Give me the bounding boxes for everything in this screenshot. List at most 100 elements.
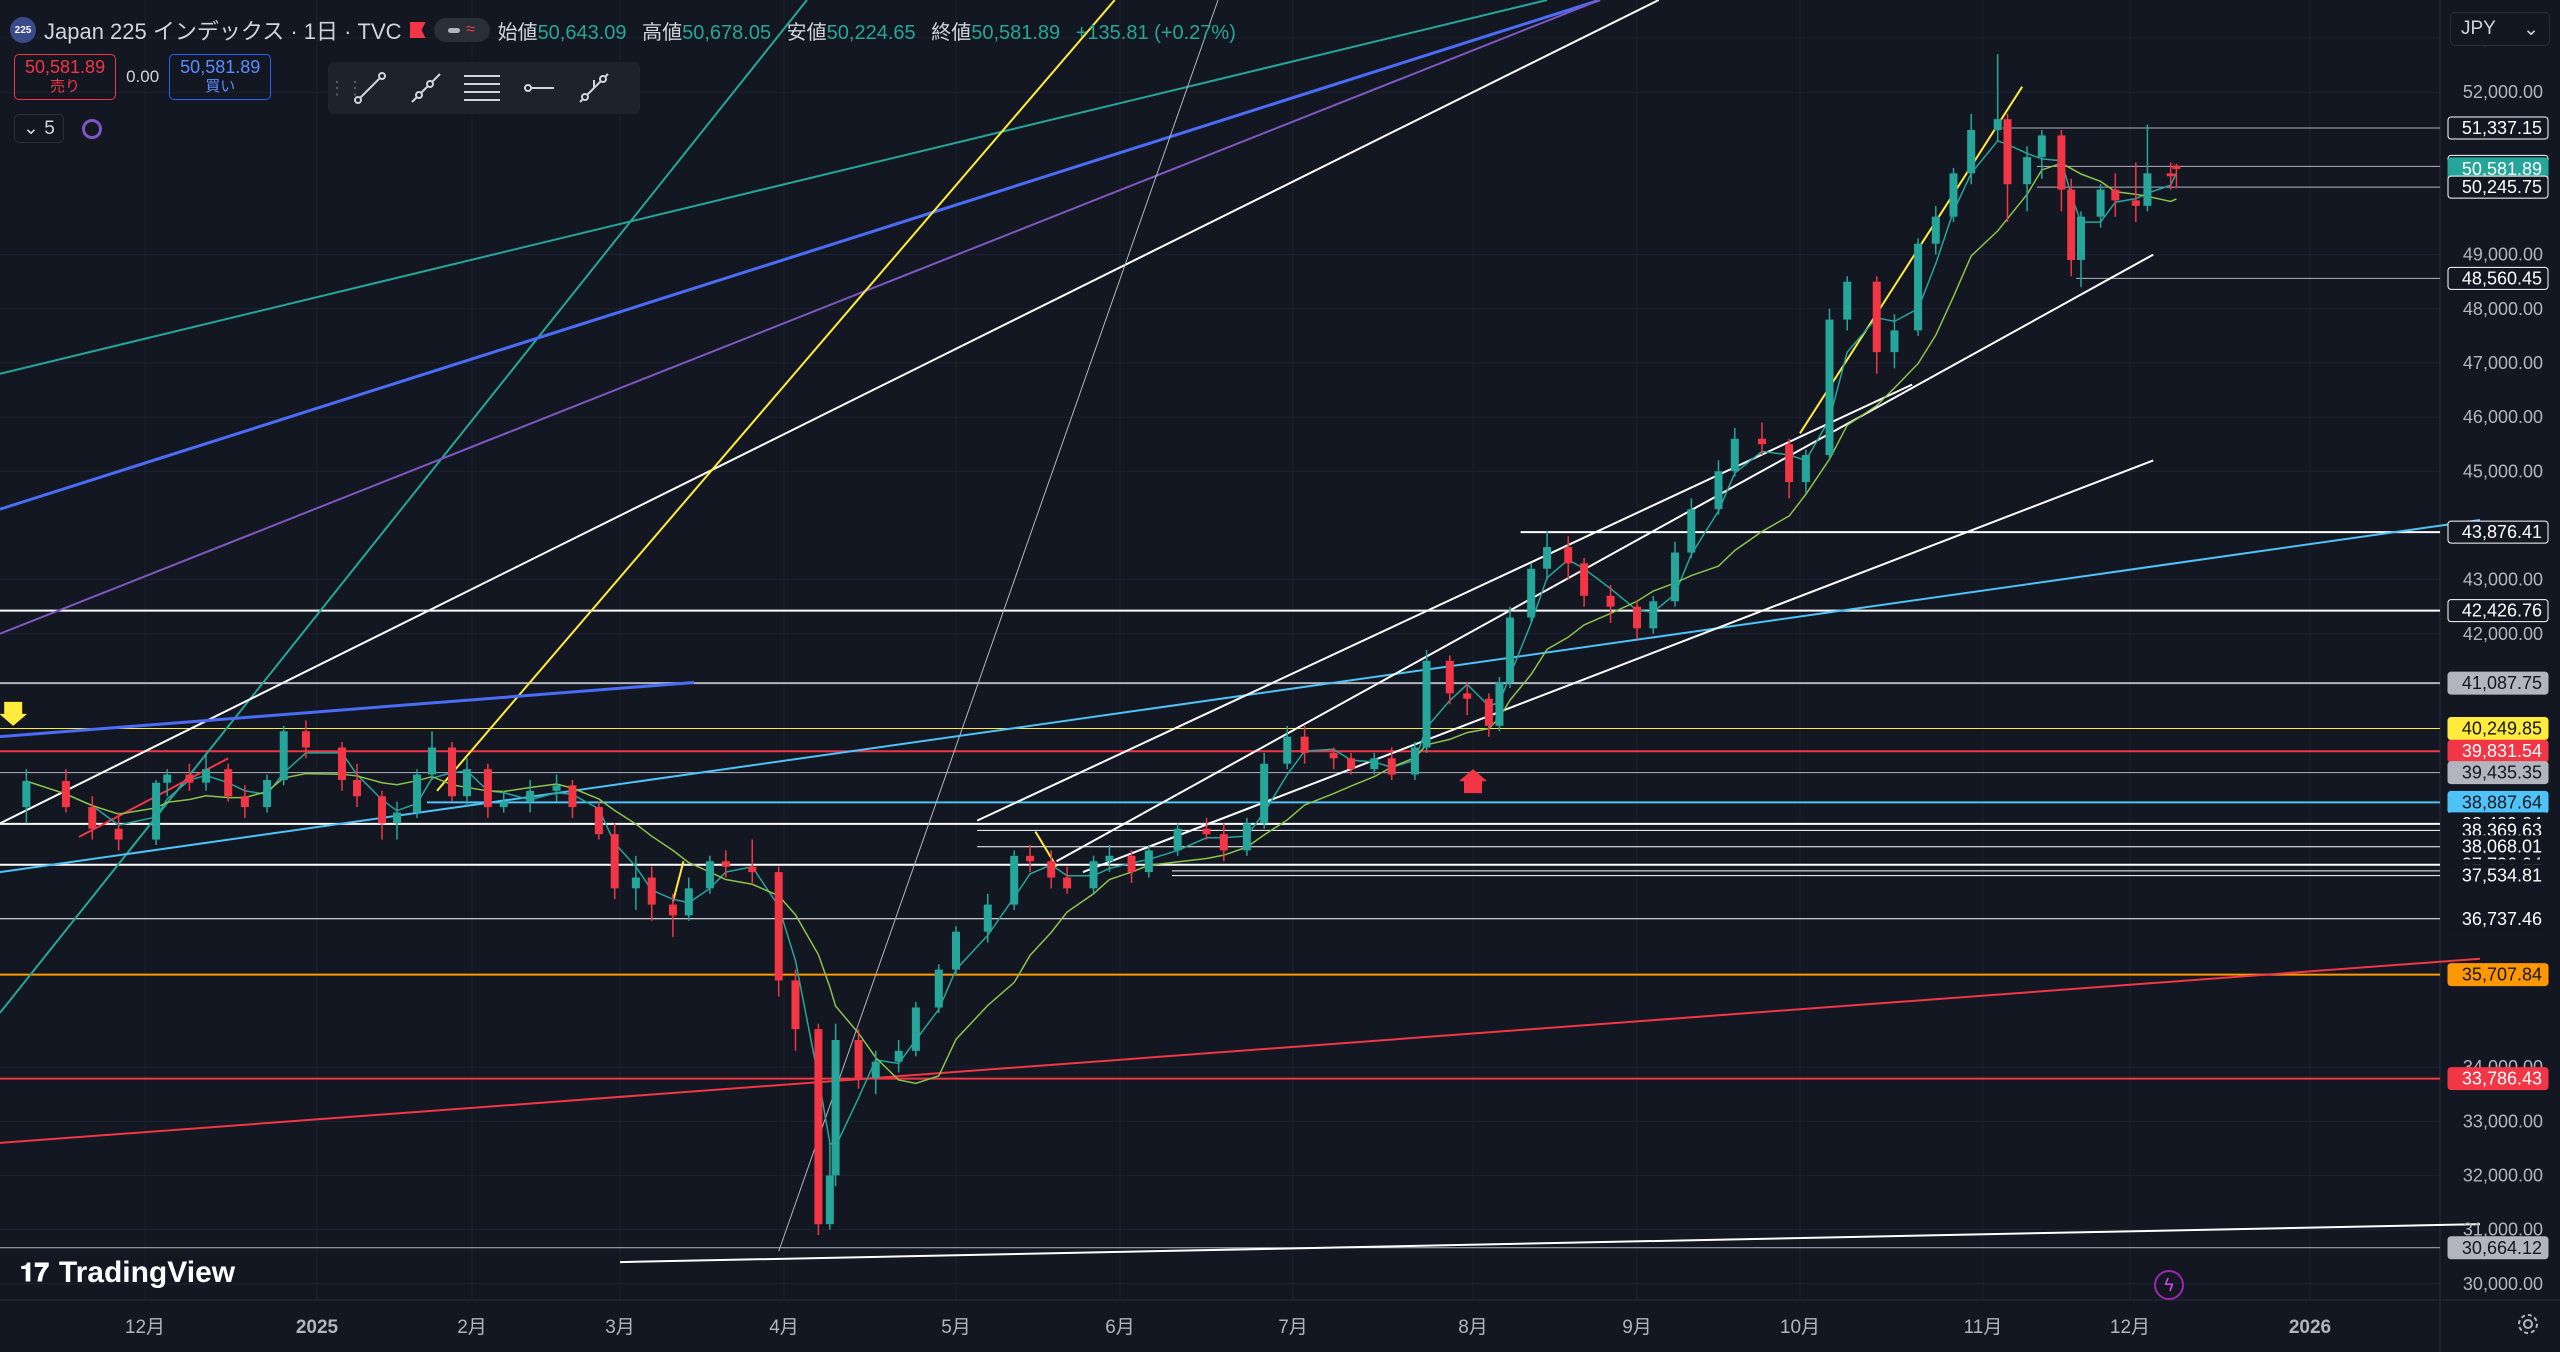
candle-body (934, 969, 943, 1008)
symbol-logo[interactable]: 225 (10, 17, 36, 43)
candle (2037, 130, 2046, 179)
price-label: 38,887.64 (2447, 790, 2549, 814)
trend-line (0, 0, 1601, 511)
buy-price: 50,581.89 (180, 57, 261, 77)
price-label-text: 39,831.54 (2462, 741, 2542, 761)
candle-body (774, 872, 783, 981)
candle-body (448, 747, 456, 797)
candle-body (825, 1175, 834, 1225)
price-label: 42,426.76 (2447, 599, 2549, 623)
candle (1463, 682, 1472, 715)
price-label: 39,435.35 (2447, 761, 2549, 785)
candle (114, 812, 123, 851)
drag-handle-icon[interactable]: ⋮⋮ (328, 77, 364, 98)
price-label: 43,876.41 (2447, 520, 2549, 544)
trend-line (778, 0, 1219, 1252)
price-label-box (2447, 116, 2549, 140)
symbol-title[interactable]: Japan 225 インデックス · 1日 · TVC (44, 19, 402, 44)
price-tick-label: 32,000.00 (2463, 1165, 2543, 1185)
price-tick-label: 45,000.00 (2463, 461, 2543, 481)
high-label: 高値 (642, 21, 683, 44)
trend-line (1056, 253, 2154, 863)
chevron-down-icon: ⌄ (2523, 18, 2539, 40)
candle (1026, 845, 1035, 873)
candle-body (1633, 606, 1641, 629)
flag-icon[interactable] (409, 22, 426, 38)
price-label-box (2447, 266, 2549, 290)
candle-body (1949, 173, 1958, 217)
price-label-box (2447, 671, 2549, 695)
candle (721, 850, 730, 878)
buy-button[interactable]: 50,581.89 買い (169, 54, 272, 100)
indicators-toggle[interactable]: ⌄ 5 (14, 114, 64, 143)
price-label-text: 48,560.45 (2462, 268, 2542, 288)
parallel-channel-tool[interactable] (454, 62, 510, 114)
candle-body (1825, 319, 1834, 455)
indicators-row: ⌄ 5 (14, 114, 102, 143)
candle-body (2166, 173, 2175, 177)
indicator-count: 5 (44, 118, 55, 139)
candle (1387, 747, 1396, 780)
trend-line (436, 0, 1116, 792)
candle (1495, 677, 1504, 732)
candle (2166, 162, 2175, 190)
candle-body (1026, 855, 1035, 862)
candle (1580, 557, 1589, 607)
trend-line (0, 957, 2481, 1144)
price-tick-label: 30,000.00 (2463, 1274, 2543, 1294)
trend-line-tool[interactable] (342, 62, 398, 114)
price-label-box (2447, 175, 2549, 199)
candle (610, 823, 619, 900)
price-label-text: 38,068.01 (2462, 837, 2542, 857)
candle (1527, 563, 1536, 623)
candle-body (353, 780, 361, 797)
lightning-icon[interactable]: ϟ (2154, 1270, 2184, 1300)
candle (1127, 850, 1136, 883)
sell-button[interactable]: 50,581.89 売り (14, 54, 117, 100)
candle (152, 780, 161, 845)
visibility-toggle[interactable]: ≈ (433, 18, 490, 42)
info-line-tool[interactable] (566, 62, 622, 114)
trend-line (0, 519, 2481, 874)
candle (2003, 113, 2012, 223)
candle (263, 774, 272, 813)
gear-icon[interactable] (2516, 1312, 2540, 1336)
price-label-text: 40,249.85 (2462, 719, 2542, 739)
sync-icon[interactable] (81, 118, 102, 139)
time-tick-label: 11月 (1964, 1317, 2003, 1338)
candle-body (791, 980, 800, 1030)
ray-icon (411, 73, 441, 103)
candle-body (1757, 438, 1766, 445)
high-value: 50,678.05 (682, 21, 772, 44)
candle (1543, 530, 1552, 580)
candle-body (1127, 855, 1136, 873)
price-label: 48,560.45 (2447, 266, 2549, 290)
price-label-text: 35,707.84 (2462, 965, 2542, 985)
candle (1757, 422, 1766, 455)
candle-body (1527, 568, 1536, 618)
low-label: 安値 (786, 21, 827, 44)
price-label: 51,337.15 (2447, 116, 2549, 140)
moving-averages (26, 139, 2178, 1148)
candle (2131, 162, 2140, 223)
candle (552, 774, 561, 802)
candle-body (1484, 698, 1493, 726)
candle-body (647, 877, 656, 905)
candle (1329, 747, 1338, 770)
price-label-text: 37,534.81 (2462, 866, 2542, 886)
candle (871, 1050, 880, 1095)
tradingview-logo[interactable]: 𝟏𝟕 TradingView (20, 1256, 235, 1290)
candle-body (568, 785, 577, 808)
candle-body (1410, 747, 1419, 775)
currency-select[interactable]: JPY ⌄ (2450, 12, 2550, 46)
candle (526, 780, 535, 813)
candle-body (88, 807, 97, 829)
candle-body (483, 769, 492, 808)
trend-line (1034, 830, 1058, 868)
candle-body (1714, 471, 1723, 510)
horizontal-ray-tool[interactable] (510, 62, 566, 114)
price-label-box (2447, 1236, 2549, 1260)
ray-tool[interactable] (398, 62, 454, 114)
candle (814, 1023, 823, 1235)
